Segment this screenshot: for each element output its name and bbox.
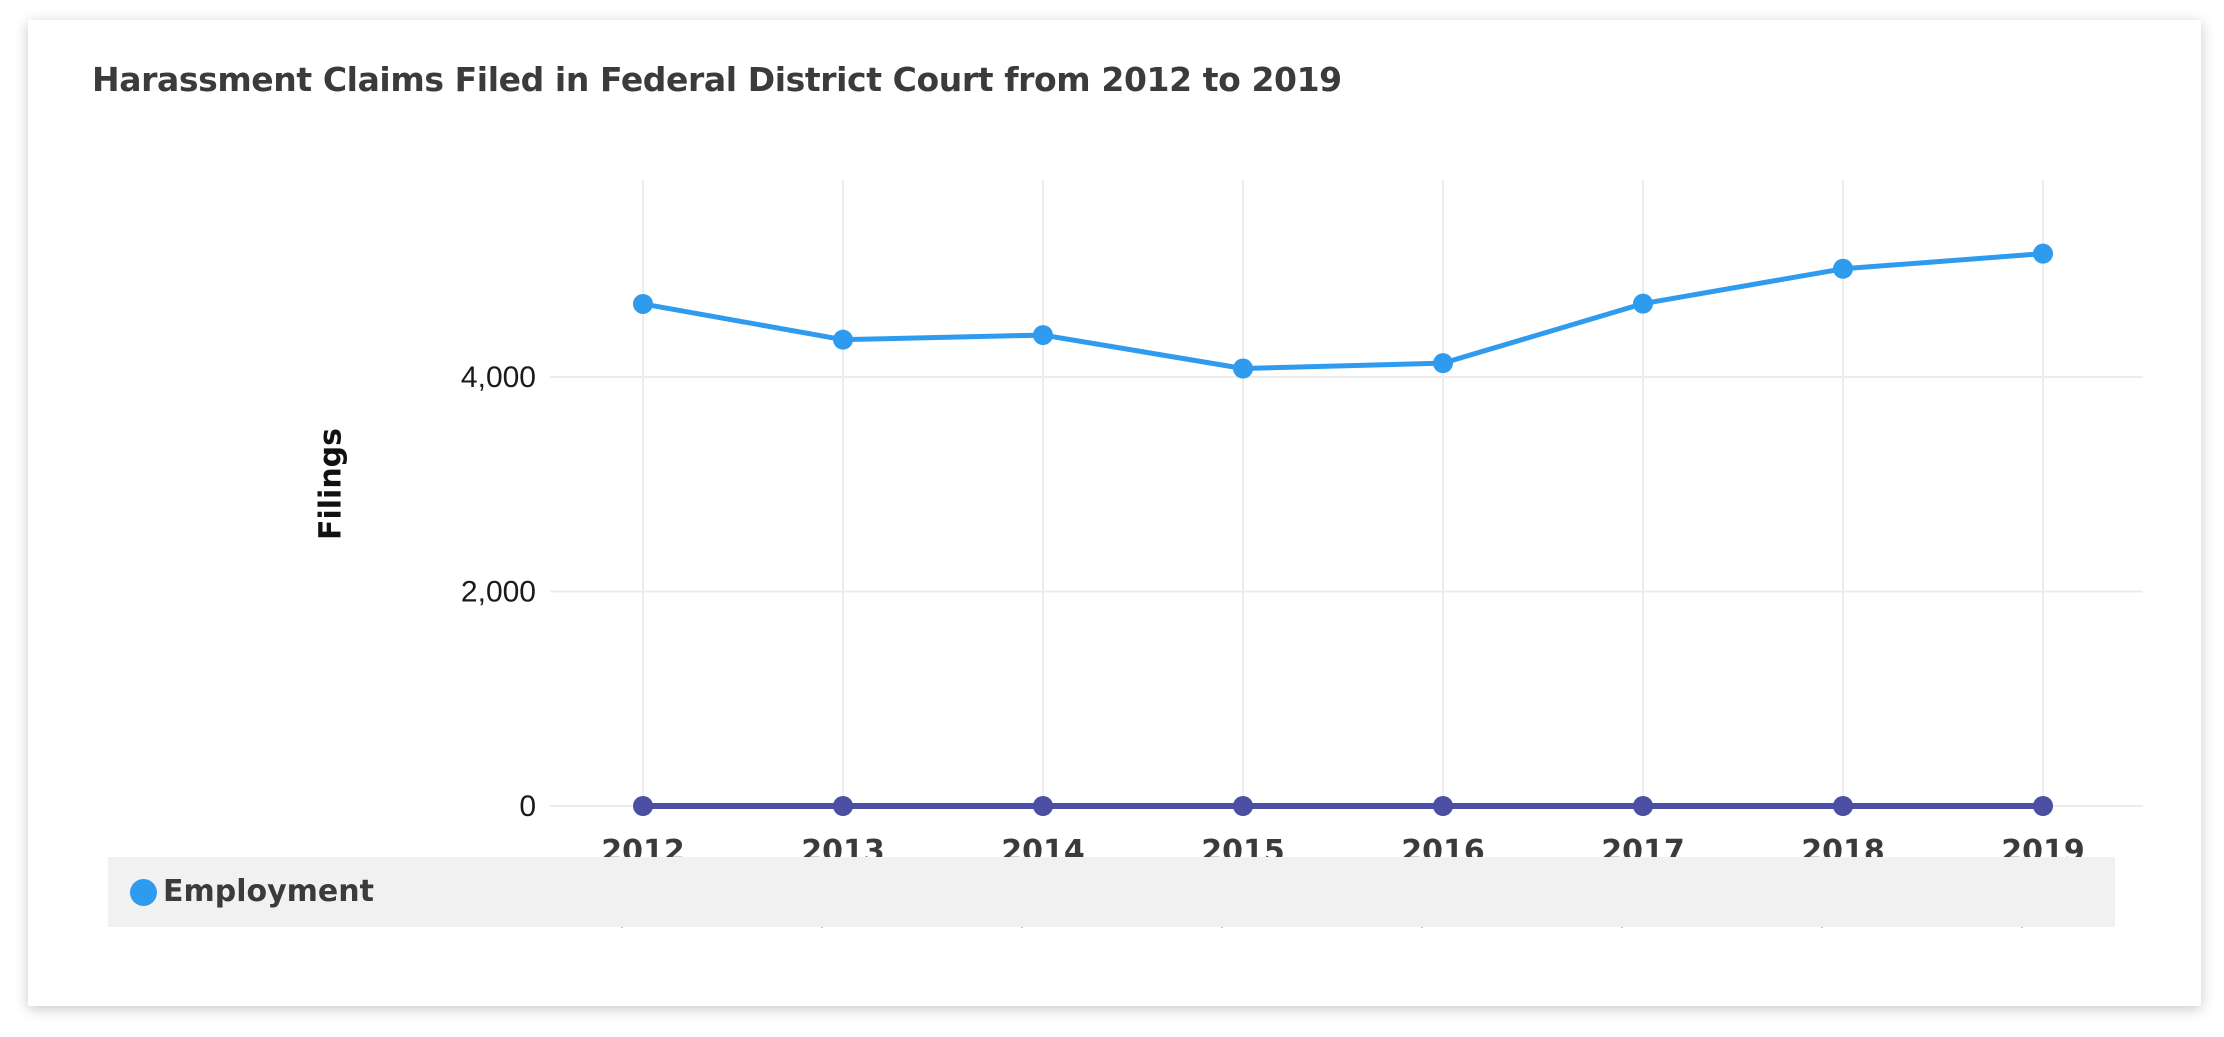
data-point bbox=[1433, 796, 1453, 816]
data-point bbox=[2033, 796, 2053, 816]
data-point bbox=[633, 796, 653, 816]
legend-marker bbox=[130, 879, 157, 906]
data-point bbox=[833, 329, 853, 350]
data-point bbox=[1633, 796, 1653, 816]
data-point bbox=[1633, 293, 1653, 314]
data-point bbox=[1233, 358, 1253, 379]
y-axis-label: Filings bbox=[313, 427, 349, 541]
legend-series-label[interactable]: Employment bbox=[163, 874, 374, 909]
data-point bbox=[1833, 258, 1853, 279]
series-line bbox=[642, 251, 2044, 372]
y-tick-label: 0 bbox=[519, 790, 536, 823]
data-point bbox=[1433, 353, 1453, 374]
data-point bbox=[1833, 796, 1853, 816]
data-point bbox=[633, 293, 653, 314]
data-point bbox=[1233, 796, 1253, 816]
chart-title: Harassment Claims Filed in Federal Distr… bbox=[92, 60, 1342, 99]
data-point bbox=[2033, 243, 2053, 264]
data-point bbox=[1033, 796, 1053, 816]
y-tick-label: 4,000 bbox=[461, 361, 536, 394]
chart-card bbox=[28, 20, 2201, 1006]
legend-table-row: Employment bbox=[108, 857, 2115, 927]
y-tick-label: 2,000 bbox=[461, 576, 536, 609]
data-point bbox=[833, 796, 853, 816]
data-point bbox=[1033, 325, 1053, 346]
